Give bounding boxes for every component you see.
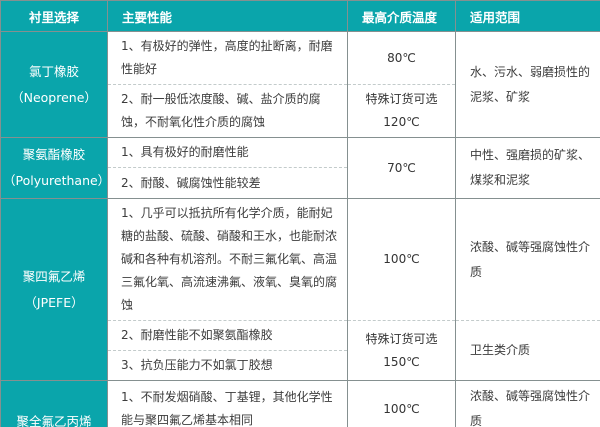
temp-value: 120℃: [383, 115, 420, 129]
temp-cell: 特殊订货可选 150℃: [347, 320, 456, 381]
perf-cell: 2、耐磨性能不如聚氨酯橡胶: [107, 320, 348, 351]
range-cell: 水、污水、弱磨损性的泥浆、矿浆: [455, 31, 600, 138]
material-name-en: （Neoprene）: [11, 89, 97, 105]
material-cell-polyurethane: 聚氨酯橡胶 （Polyurethane）: [0, 137, 111, 199]
temp-cell: 70℃: [347, 137, 456, 199]
col-header-performance: 主要性能: [107, 0, 348, 32]
material-name-en: （Polyurethane）: [3, 173, 111, 188]
temp-cell: 特殊订货可选 120℃: [347, 84, 456, 138]
temp-note: 特殊订货可选: [365, 92, 438, 106]
perf-cell: 1、几乎可以抵抗所有化学介质，能耐妃糖的盐酸、硫酸、硝酸和王水，也能耐浓碱和各种…: [107, 198, 348, 321]
col-header-max-temp: 最高介质温度: [347, 0, 456, 32]
perf-cell: 2、耐一般低浓度酸、碱、盐介质的腐蚀，不耐氧化性介质的腐蚀: [107, 84, 348, 138]
material-cell-f46: 聚全氟乙丙烯 （F46）: [0, 380, 108, 427]
row-ptfe-sub2: 2、耐磨性能不如聚氨酯橡胶 特殊订货可选 150℃ 卫生类介质: [1, 320, 600, 381]
material-cell-neoprene: 氯丁橡胶 （Neoprene）: [0, 31, 108, 138]
perf-cell: 1、具有极好的耐磨性能: [107, 137, 348, 168]
material-name: 聚全氟乙丙烯: [16, 414, 92, 427]
row-ptfe-sub3: 3、抗负压能力不如氯丁胶想: [1, 350, 600, 381]
material-name-en: （JPEFE）: [24, 294, 84, 310]
row-polyurethane-sub1: 聚氨酯橡胶 （Polyurethane） 1、具有极好的耐磨性能 70℃ 中性、…: [0, 137, 600, 199]
range-cell: 浓酸、碱等强腐蚀性介质: [455, 198, 600, 321]
col-header-lining: 衬里选择: [0, 0, 108, 32]
perf-cell: 3、抗负压能力不如氯丁胶想: [107, 350, 348, 381]
range-cell: 浓酸、碱等强腐蚀性介质: [455, 380, 600, 427]
row-f46-sub1: 聚全氟乙丙烯 （F46） 1、不耐发烟硝酸、丁基锂，其他化学性能与聚四氟乙烯基本…: [0, 380, 600, 427]
col-header-scope: 适用范围: [455, 0, 600, 32]
temp-note: 特殊订货可选: [365, 331, 438, 346]
temp-cell: 100℃: [347, 198, 456, 321]
temp-value: 150℃: [383, 354, 420, 369]
perf-cell: 2、耐酸、碱腐蚀性能较差: [107, 167, 348, 199]
temp-cell: 80℃: [347, 31, 456, 85]
row-neoprene-sub2: 2、耐一般低浓度酸、碱、盐介质的腐蚀，不耐氧化性介质的腐蚀 特殊订货可选 120…: [1, 84, 600, 138]
material-name: 聚四氟乙烯: [22, 268, 86, 284]
material-name: 氯丁橡胶: [28, 63, 79, 79]
range-cell: 卫生类介质: [455, 320, 600, 381]
material-name: 聚氨酯橡胶: [22, 147, 86, 162]
material-cell-ptfe: 聚四氟乙烯 （JPEFE）: [0, 198, 108, 381]
perf-cell: 1、不耐发烟硝酸、丁基锂，其他化学性能与聚四氟乙烯基本相同: [107, 380, 348, 427]
temp-cell: 100℃: [347, 380, 456, 427]
perf-cell: 1、有极好的弹性，高度的扯断离，耐磨性能好: [107, 31, 348, 85]
row-ptfe-sub1: 聚四氟乙烯 （JPEFE） 1、几乎可以抵抗所有化学介质，能耐妃糖的盐酸、硫酸、…: [0, 198, 600, 381]
header-row: 衬里选择 主要性能 最高介质温度 适用范围: [0, 0, 600, 32]
row-polyurethane-sub2: 2、耐酸、碱腐蚀性能较差: [1, 167, 600, 199]
row-neoprene-sub1: 氯丁橡胶 （Neoprene） 1、有极好的弹性，高度的扯断离，耐磨性能好 80…: [0, 31, 600, 138]
range-cell: 中性、强磨损的矿浆、煤浆和泥浆: [455, 137, 600, 199]
